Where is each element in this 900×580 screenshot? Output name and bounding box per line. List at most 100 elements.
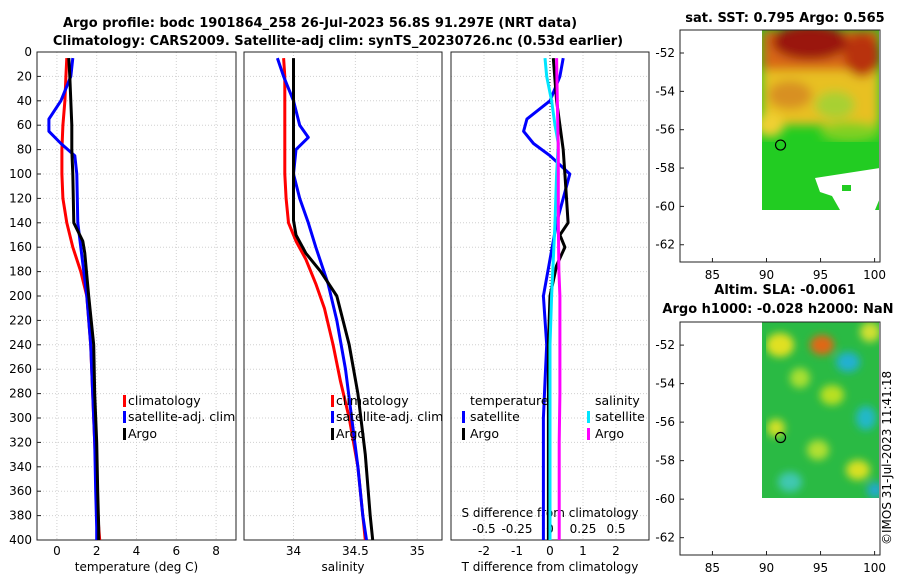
legend-swatch-climatology	[331, 395, 334, 407]
legend-swatch-satellite	[331, 411, 334, 423]
series-line-satellite-adj-clim	[47, 57, 99, 540]
x-tick-label: 0	[546, 544, 554, 558]
lon-tick-label: 100	[863, 561, 886, 575]
series-line-s-satellite	[543, 57, 560, 540]
legend-label-s-argo: Argo	[595, 426, 624, 441]
legend-label-t-satellite: satellite	[470, 409, 520, 424]
legend-label-climatology: climatology	[128, 393, 201, 408]
x-tick-label: 0	[53, 544, 61, 558]
salinity-panel: 34 34.5 35 salinity	[243, 51, 443, 574]
map-frame	[679, 29, 881, 263]
lat-tick-label: -60	[655, 492, 675, 506]
x-axis-label: temperature (deg C)	[75, 560, 198, 574]
lat-tick-label: -60	[655, 199, 675, 213]
lat-tick-label: -52	[655, 46, 675, 60]
y-tick-label: 180	[9, 265, 32, 279]
lon-tick-label: 95	[813, 561, 828, 575]
x-tick-label: 2	[93, 544, 101, 558]
legend-swatch-climatology	[123, 395, 126, 407]
y-tick-label: 140	[9, 216, 32, 230]
lat-tick-label: -56	[655, 415, 675, 429]
temperature-legend: climatology satellite-adj. clim Argo	[123, 393, 235, 441]
legend-label-s-satellite: satellite	[595, 409, 645, 424]
sla-map-title-line2: Argo h1000: -0.028 h2000: NaN	[662, 302, 893, 317]
lat-tick-label: -54	[655, 377, 675, 391]
x-tick-label: 34	[286, 544, 301, 558]
temperature-panel: 0204060801001201401601802002202402602803…	[9, 45, 237, 574]
sla-map: -52 -54 -56 -58 -60 -62 85 90 95 100	[655, 321, 886, 575]
x-tick-label: 8	[212, 544, 220, 558]
legend-title-salinity: salinity	[595, 393, 640, 408]
y-tick-label: 0	[24, 45, 32, 59]
lon-tick-label: 85	[705, 561, 720, 575]
legend-swatch-t-argo	[462, 428, 465, 440]
legend-label-t-argo: Argo	[470, 426, 499, 441]
y-tick-label: 100	[9, 167, 32, 181]
lat-tick-label: -62	[655, 238, 675, 252]
top-tick-label: 0.25	[570, 522, 597, 536]
legend-label-satellite: satellite-adj. clim	[128, 409, 235, 424]
legend-swatch-t-satellite	[462, 411, 465, 423]
y-tick-label: 40	[17, 94, 32, 108]
lat-tick-label: -62	[655, 531, 675, 545]
title-line2: Climatology: CARS2009. Satellite-adj cli…	[53, 34, 623, 49]
top-tick-label: -0.5	[472, 522, 495, 536]
axes-frame	[243, 51, 443, 541]
y-tick-label: 200	[9, 289, 32, 303]
difference-legend: temperature satellite Argo salinity sate…	[462, 393, 645, 441]
y-tick-label: 380	[9, 509, 32, 523]
legend-label-argo: Argo	[128, 426, 157, 441]
legend-swatch-argo	[123, 428, 126, 440]
y-tick-label: 360	[9, 484, 32, 498]
lon-tick-label: 85	[705, 268, 720, 282]
salinity-legend: climatology satellite-adj. clim Argo	[331, 393, 443, 441]
x-tick-label: 1	[579, 544, 587, 558]
y-tick-label: 260	[9, 362, 32, 376]
top-tick-label: -0.25	[501, 522, 532, 536]
series-line-t-satellite	[522, 57, 572, 540]
y-tick-label: 300	[9, 411, 32, 425]
y-tick-label: 400	[9, 533, 32, 547]
legend-swatch-argo	[331, 428, 334, 440]
y-tick-label: 120	[9, 191, 32, 205]
sst-map-title: sat. SST: 0.795 Argo: 0.565	[685, 11, 884, 26]
lon-tick-label: 100	[863, 268, 886, 282]
lat-tick-label: -58	[655, 454, 675, 468]
lat-tick-label: -56	[655, 123, 675, 137]
x-tick-label: 4	[133, 544, 141, 558]
sla-field	[762, 322, 879, 498]
lat-tick-label: -58	[655, 161, 675, 175]
lon-tick-label: 95	[813, 268, 828, 282]
x-tick-label: -2	[478, 544, 490, 558]
series-line-s-argo	[555, 58, 562, 540]
lon-tick-label: 90	[759, 561, 774, 575]
sst-map: -52 -54 -56 -58 -60 -62 85 90 95 100	[655, 29, 886, 282]
x-axis-label: T difference from climatology	[461, 560, 639, 574]
y-tick-label: 340	[9, 460, 32, 474]
sla-map-title-line1: Altim. SLA: -0.0061	[714, 283, 855, 298]
legend-swatch-s-argo	[587, 428, 590, 440]
y-tick-label: 80	[17, 143, 32, 157]
x-axis-label: salinity	[321, 560, 364, 574]
argo-position-marker	[774, 431, 787, 444]
y-tick-label: 20	[17, 69, 32, 83]
x-tick-label: 2	[612, 544, 620, 558]
lon-tick-label: 90	[759, 268, 774, 282]
top-tick-label: 0.5	[606, 522, 625, 536]
x-tick-label: -1	[511, 544, 523, 558]
title-line1: Argo profile: bodc 1901864_258 26-Jul-20…	[63, 16, 577, 31]
legend-label-argo: Argo	[336, 426, 365, 441]
x-tick-label: 34.5	[342, 544, 369, 558]
lat-tick-label: -54	[655, 84, 675, 98]
x-tick-label: 6	[172, 544, 180, 558]
y-tick-label: 160	[9, 240, 32, 254]
legend-swatch-s-satellite	[587, 411, 590, 423]
series-line-argo	[67, 58, 101, 540]
y-tick-label: 280	[9, 387, 32, 401]
lat-tick-label: -52	[655, 338, 675, 352]
y-tick-label: 320	[9, 435, 32, 449]
footer-credit: ©IMOS 31-Jul-2023 11:41:18	[880, 371, 894, 545]
x-tick-label: 35	[410, 544, 425, 558]
